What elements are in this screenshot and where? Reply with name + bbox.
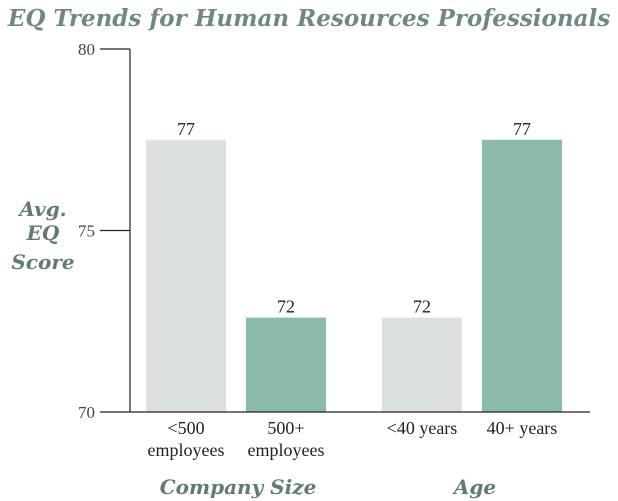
bar <box>146 139 226 412</box>
bar <box>382 317 462 412</box>
bars: 77 72 72 77 <box>146 119 562 412</box>
x-group-label: Age <box>452 475 496 499</box>
chart-title: EQ Trends for Human Resources Profession… <box>7 5 610 32</box>
y-axis-label-line: EQ <box>26 221 60 245</box>
x-category-label: <40 years <box>387 418 458 438</box>
x-category-label: 40+ years <box>487 418 558 438</box>
y-tick-label: 80 <box>78 40 95 59</box>
x-category-label: <500 <box>167 418 204 438</box>
x-category-label: employees <box>248 440 325 460</box>
bar-value-label: 77 <box>177 119 195 139</box>
y-tick-label: 75 <box>78 222 95 241</box>
x-category-label: employees <box>148 440 225 460</box>
y-axis: 70 75 80 <box>78 40 131 422</box>
x-category-label: 500+ <box>267 418 304 438</box>
y-tick-label: 70 <box>78 403 95 422</box>
y-axis-label: Avg.EQ Score <box>11 197 74 274</box>
y-axis-label-line: Avg. <box>17 197 66 221</box>
bar <box>246 317 326 412</box>
bar-value-label: 77 <box>513 119 531 139</box>
x-group-label: Company Size <box>160 475 317 499</box>
y-axis-label-line: Score <box>11 250 74 274</box>
bar-value-label: 72 <box>277 297 295 317</box>
bar-value-label: 72 <box>413 297 431 317</box>
bar <box>482 139 562 412</box>
